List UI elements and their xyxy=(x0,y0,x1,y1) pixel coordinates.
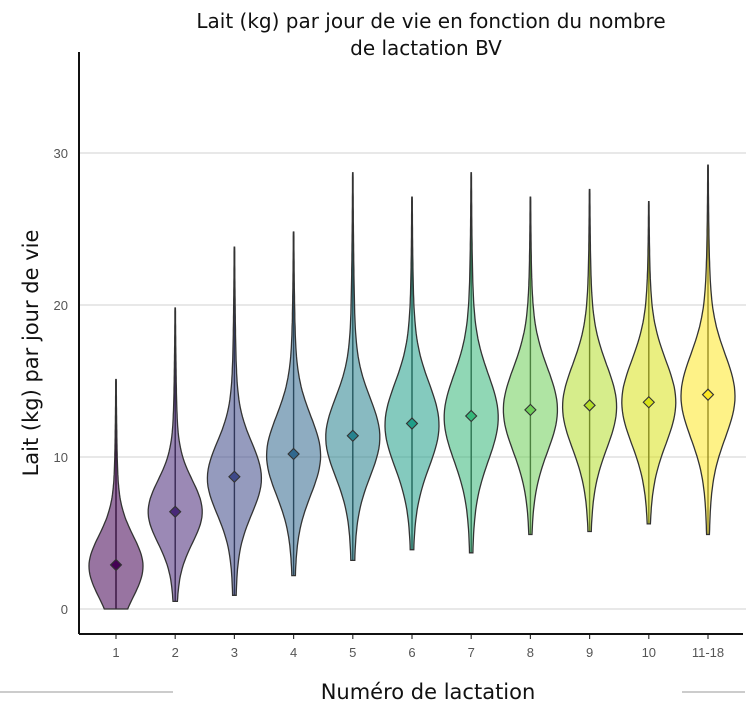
chart-title-line1: Lait (kg) par jour de vie en fonction du… xyxy=(196,9,665,33)
y-axis-label: Lait (kg) par jour de vie xyxy=(19,230,43,477)
mean-marker xyxy=(524,403,537,417)
violin-4 xyxy=(265,231,322,577)
x-tick-label: 2 xyxy=(172,645,179,660)
violin-shape xyxy=(680,164,736,536)
y-tick-label: 20 xyxy=(54,298,68,313)
violin-shape xyxy=(621,200,677,525)
violin-1 xyxy=(88,378,144,610)
x-tick-label: 7 xyxy=(468,645,475,660)
violins xyxy=(88,164,736,610)
violin-shape xyxy=(384,196,440,551)
y-tick-label: 10 xyxy=(54,450,68,465)
mean-marker xyxy=(228,470,241,484)
mean-marker xyxy=(287,447,300,461)
violin-shape xyxy=(88,378,144,610)
violin-10 xyxy=(621,200,677,525)
violin-shape xyxy=(206,246,263,596)
violin-shape xyxy=(265,231,322,577)
x-tick-label: 11-18 xyxy=(692,645,724,660)
x-tick-label: 5 xyxy=(349,645,356,660)
violin-5 xyxy=(325,172,381,562)
mean-marker xyxy=(405,417,419,430)
mean-marker xyxy=(642,396,656,409)
violin-11-18 xyxy=(680,164,736,536)
mean-marker xyxy=(168,505,182,518)
violin-shape xyxy=(147,307,203,603)
x-tick-label: 8 xyxy=(527,645,534,660)
mean-marker xyxy=(583,399,596,412)
x-tick-label: 1 xyxy=(112,645,119,660)
violin-6 xyxy=(384,196,440,551)
y-tick-labels: 0 10 20 30 xyxy=(54,146,68,617)
x-tick-label: 9 xyxy=(586,645,593,660)
mean-marker xyxy=(701,388,715,401)
mean-marker xyxy=(346,429,360,442)
violin-shape xyxy=(561,188,618,533)
mean-marker xyxy=(109,558,123,572)
chart-title-line2: de lactation BV xyxy=(350,36,502,60)
x-axis-label: Numéro de lactation xyxy=(321,680,536,704)
y-tick-label: 0 xyxy=(61,602,68,617)
x-tick-label: 3 xyxy=(231,645,238,660)
violin-8 xyxy=(502,196,559,536)
violin-shape xyxy=(502,196,559,536)
violin-shape xyxy=(325,172,381,562)
x-tick-label: 6 xyxy=(408,645,415,660)
x-tick-label: 4 xyxy=(290,645,297,660)
violin-3 xyxy=(206,246,263,596)
y-tick-label: 30 xyxy=(54,146,68,161)
violin-2 xyxy=(147,307,203,603)
x-tick-label: 10 xyxy=(642,645,656,660)
x-tick-labels: 1 2 3 4 5 6 7 8 9 10 11-18 xyxy=(112,634,724,660)
violin-9 xyxy=(561,188,618,533)
violin-shape xyxy=(443,172,499,554)
violin-7 xyxy=(443,172,499,554)
mean-marker xyxy=(464,409,478,423)
